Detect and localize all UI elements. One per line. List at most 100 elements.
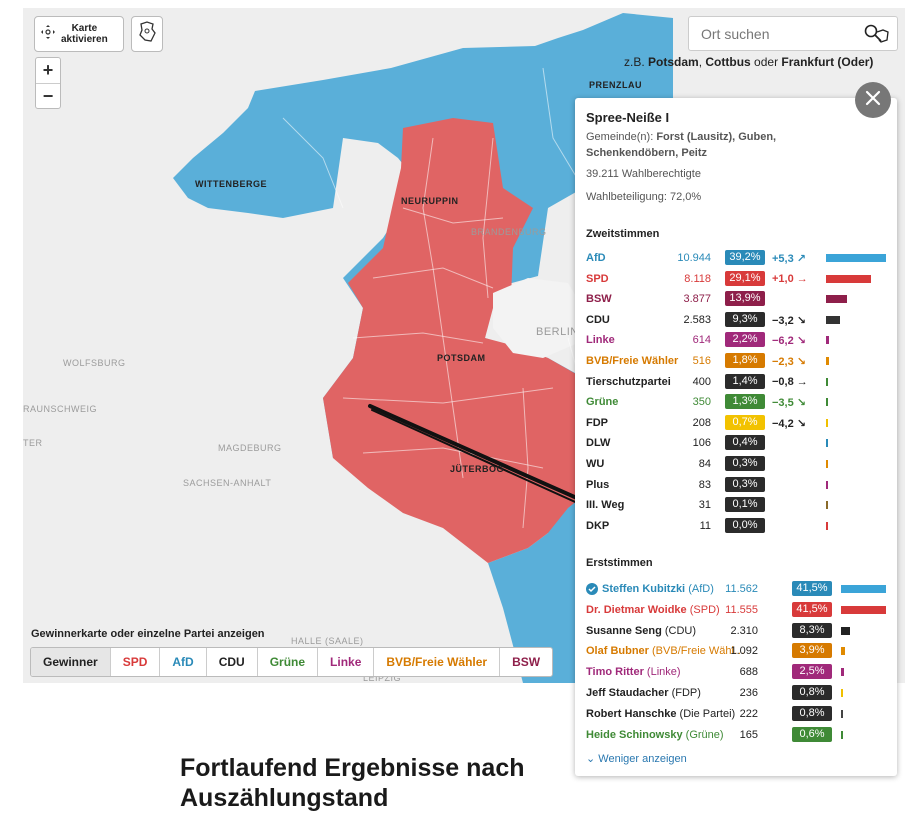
party-tabs: Gewinner SPD AfD CDU Grüne Linke BVB/Freie Wäh… [30, 647, 554, 677]
vote-count: 688 [739, 666, 758, 679]
percent-badge: 9,3% [725, 311, 765, 327]
party-tab[interactable]: Gewinner [31, 648, 111, 676]
party-name: WU [586, 458, 605, 470]
erststimmen-row: Robert Hanschke (Die Partei) 222 0,8% [586, 704, 886, 724]
search-location-icon[interactable] [863, 23, 889, 50]
vote-count: 11 [699, 519, 711, 532]
candidate-party: (SPD) [689, 603, 720, 616]
zweitstimmen-row: CDU 2.583 9,3% −3,2 ↘ [586, 310, 886, 330]
map-label-ter: TER [23, 438, 43, 448]
candidate-party: (Grüne) [685, 728, 724, 741]
percent-badge: 0,3% [725, 456, 765, 471]
zweitstimmen-row: DLW 106 0,4% [586, 433, 886, 453]
candidate-fullname: Susanne Seng [586, 624, 662, 637]
vote-count: 31 [698, 499, 711, 512]
activate-map-button[interactable]: Karte aktivieren [34, 16, 124, 52]
candidate-name: Robert Hanschke (Die Partei) [586, 708, 735, 720]
candidate-name: Steffen Kubitzki (AfD) [602, 583, 714, 595]
hint-city-frankfurt[interactable]: Frankfurt (Oder) [781, 55, 874, 69]
brandenburg-shape-icon [137, 20, 157, 48]
erststimmen-row: Steffen Kubitzki (AfD) 11.562 41,5% [586, 579, 886, 599]
winner-check-icon [586, 582, 598, 600]
vote-count: 3.877 [683, 293, 711, 306]
party-name: III. Weg [586, 499, 625, 512]
hint-city-cottbus[interactable]: Cottbus [705, 55, 751, 69]
map-label-jueterbog: JÜTERBOG [450, 464, 505, 474]
party-tab[interactable]: AfD [160, 648, 207, 676]
map-label-halle: HALLE (SAALE) [291, 636, 364, 646]
candidate-name: Olaf Bubner (BVB/Freie Wähl… [586, 645, 745, 657]
candidate-party: (BVB/Freie Wähl… [652, 645, 745, 658]
result-bar [826, 501, 828, 510]
wahlberechtigte: 39.211 Wahlberechtigte [586, 168, 701, 180]
candidate-party: (Linke) [646, 666, 681, 679]
candidate-name: Susanne Seng (CDU) [586, 625, 696, 637]
percent-badge: 29,1% [725, 270, 765, 286]
percent-badge: 0,7% [725, 414, 765, 430]
erststimmen-row: Susanne Seng (CDU) 2.310 8,3% [586, 621, 886, 641]
zweitstimmen-row: Plus 83 0,3% [586, 475, 886, 495]
close-panel-button[interactable] [855, 82, 891, 118]
percent-badge: 0,8% [792, 705, 832, 721]
place-search-input[interactable] [699, 24, 863, 43]
percent-badge: 13,9% [725, 291, 765, 307]
party-tab[interactable]: Linke [318, 648, 375, 676]
zoom-in-button[interactable]: + [36, 58, 60, 84]
show-less-link[interactable]: ⌄ Weniger anzeigen [586, 752, 687, 765]
result-bar [826, 336, 830, 345]
result-bar [841, 605, 886, 614]
percent-badge: 3,9% [792, 643, 832, 659]
party-tab[interactable]: BVB/Freie Wähler [374, 648, 501, 676]
party-tab[interactable]: CDU [207, 648, 258, 676]
result-bar [841, 585, 886, 593]
map-label-leipzig: LEIPZIG [363, 673, 402, 683]
map-label-berlin: BERLIN [536, 326, 579, 338]
candidate-fullname: Jeff Staudacher [586, 687, 669, 699]
state-shape-button[interactable] [131, 16, 163, 52]
erststimmen-row: Jeff Staudacher (FDP) 236 0,8% [586, 683, 886, 703]
change-value: −3,5 ↘ [772, 397, 806, 410]
candidate-party: (FDP) [671, 687, 701, 699]
map-label-magdeburg: MAGDEBURG [218, 443, 282, 453]
erststimmen-title: Erststimmen [586, 557, 653, 569]
party-name: CDU [586, 313, 610, 326]
party-name: Tierschutzpartei [586, 375, 671, 388]
change-value: +5,3 ↗ [772, 253, 806, 265]
candidate-fullname: Dr. Dietmar Woidke [586, 603, 687, 616]
close-icon [865, 90, 881, 111]
result-bar [826, 274, 871, 283]
candidate-fullname: Timo Ritter [586, 666, 644, 679]
hint-city-potsdam[interactable]: Potsdam [648, 55, 699, 69]
erststimmen-row: Olaf Bubner (BVB/Freie Wähl… 1.092 3,9% [586, 641, 886, 661]
percent-badge: 0,0% [725, 517, 765, 533]
activate-label-1: Karte [71, 23, 98, 34]
erststimmen-row: Dr. Dietmar Woidke (SPD) 11.555 41,5% [586, 600, 886, 620]
change-value: −2,3 ↘ [772, 356, 806, 368]
activate-label-2: aktivieren [61, 34, 108, 45]
article-heading-line-1: Fortlaufend Ergebnisse nach [180, 754, 525, 782]
percent-badge: 0,1% [725, 497, 765, 513]
percent-badge: 8,3% [792, 622, 832, 638]
result-bar [826, 480, 828, 489]
zoom-control: + − [35, 57, 61, 109]
map-label-prenzlau: PRENZLAU [589, 80, 642, 90]
party-tab[interactable]: Grüne [258, 648, 319, 676]
berlin-area-map [493, 278, 583, 358]
party-tab[interactable]: BSW [512, 655, 541, 669]
vote-count: 165 [739, 728, 758, 741]
party-tab[interactable]: SPD [111, 648, 161, 676]
party-name: DKP [586, 519, 610, 532]
percent-badge: 1,4% [725, 373, 765, 389]
zoom-out-button[interactable]: − [42, 86, 54, 106]
change-value: −3,2 ↘ [772, 314, 806, 327]
map-label-neuruppin: NEURUPPIN [401, 196, 459, 206]
result-bar [826, 357, 829, 365]
vote-count: 516 [692, 355, 711, 367]
vote-count: 2.310 [730, 624, 758, 637]
vote-count: 208 [692, 416, 711, 429]
result-bar [826, 295, 848, 304]
party-name: AfD [586, 252, 606, 264]
candidate-name: Jeff Staudacher (FDP) [586, 687, 701, 699]
results-panel: Spree-Neiße I Gemeinde(n): Forst (Lausit… [575, 98, 897, 776]
chevron-down-icon: ⌄ [586, 753, 596, 765]
